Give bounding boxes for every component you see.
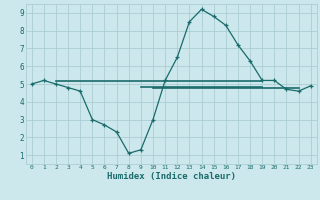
X-axis label: Humidex (Indice chaleur): Humidex (Indice chaleur) — [107, 172, 236, 181]
